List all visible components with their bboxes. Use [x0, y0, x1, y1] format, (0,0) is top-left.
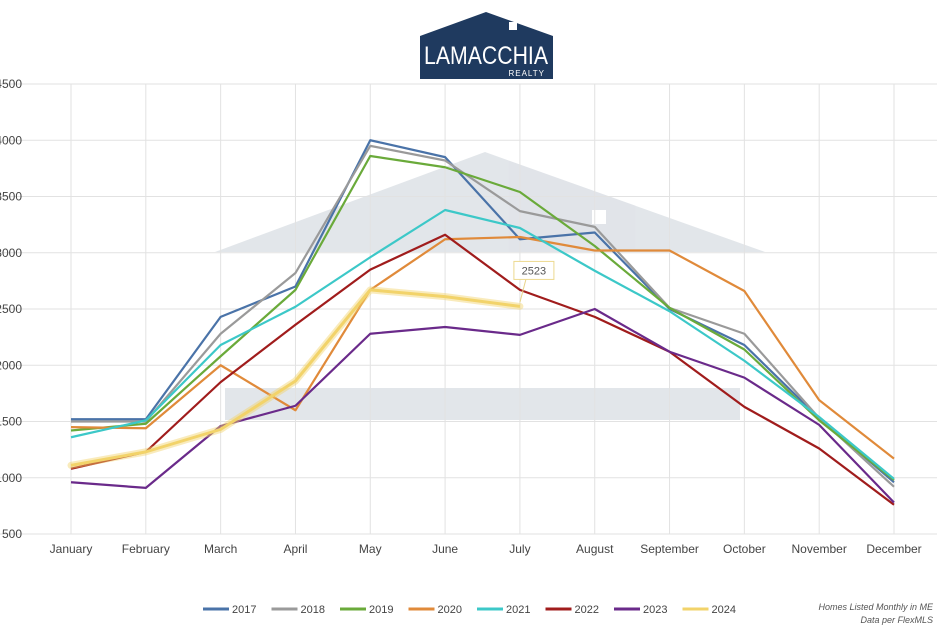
x-axis-ticks: January February March April May June July Augu… — [50, 542, 922, 556]
annotation-box — [513, 260, 555, 280]
x-tick-label: March — [204, 542, 237, 556]
y-tick-label: 4000 — [0, 133, 22, 147]
x-tick-label: June — [432, 542, 458, 556]
y-tick-label: 3000 — [0, 246, 22, 260]
legend-label-2019: 2019 — [369, 604, 393, 616]
logo: LAMACCHIA REALTY — [420, 12, 553, 79]
source-note-line2: Data per FlexMLS — [860, 615, 933, 625]
annotations: 2523 — [513, 260, 555, 303]
x-tick-label: July — [509, 542, 530, 556]
legend-label-2022: 2022 — [575, 604, 599, 616]
x-tick-label: September — [640, 542, 699, 556]
legend-label-2020: 2020 — [438, 604, 462, 616]
x-tick-label: April — [283, 542, 307, 556]
y-tick-label: 2000 — [0, 358, 22, 372]
grid-lines — [0, 83, 937, 535]
y-tick-label: 2500 — [0, 302, 22, 316]
series-line-2017 — [71, 139, 895, 484]
y-tick-label: 3500 — [0, 190, 22, 204]
y-tick-label: 1000 — [0, 471, 22, 485]
series-line-2019 — [70, 154, 895, 481]
series-lines — [67, 139, 895, 506]
series-line-2023 — [70, 307, 895, 504]
y-tick-label: 1500 — [0, 415, 22, 429]
watermark-logo — [215, 152, 765, 420]
x-tick-label: October — [723, 542, 766, 556]
x-tick-label: February — [122, 542, 170, 556]
series-line-2022 — [70, 233, 895, 506]
logo-name: LAMACCHIA — [424, 42, 548, 70]
series-line-2024 — [70, 288, 521, 467]
series-line-2018 — [71, 144, 895, 488]
x-tick-label: August — [576, 542, 614, 556]
annotation-label: 2523 — [522, 265, 546, 277]
source-note-line1: Homes Listed Monthly in ME — [818, 602, 934, 612]
x-tick-label: November — [792, 542, 847, 556]
legend-label-2018: 2018 — [301, 604, 325, 616]
legend-label-2024: 2024 — [712, 604, 736, 616]
y-tick-label: 4500 — [0, 77, 22, 91]
logo-sub: REALTY — [508, 69, 545, 78]
y-tick-label: 500 — [2, 527, 22, 541]
x-tick-label: May — [359, 542, 382, 556]
annotation-leader — [519, 279, 527, 303]
legend: 2017 2018 2019 2020 2021 2022 2023 2024 — [203, 604, 736, 616]
series-line-2020 — [70, 235, 895, 460]
legend-label-2023: 2023 — [643, 604, 667, 616]
y-axis-ticks: 4500 4000 3500 3000 2500 2000 1500 1000 500 — [0, 77, 22, 541]
x-tick-label: January — [50, 542, 93, 556]
legend-label-2021: 2021 — [506, 604, 530, 616]
x-tick-label: December — [866, 542, 921, 556]
legend-label-2017: 2017 — [232, 604, 256, 616]
series-line-2021 — [70, 208, 895, 480]
